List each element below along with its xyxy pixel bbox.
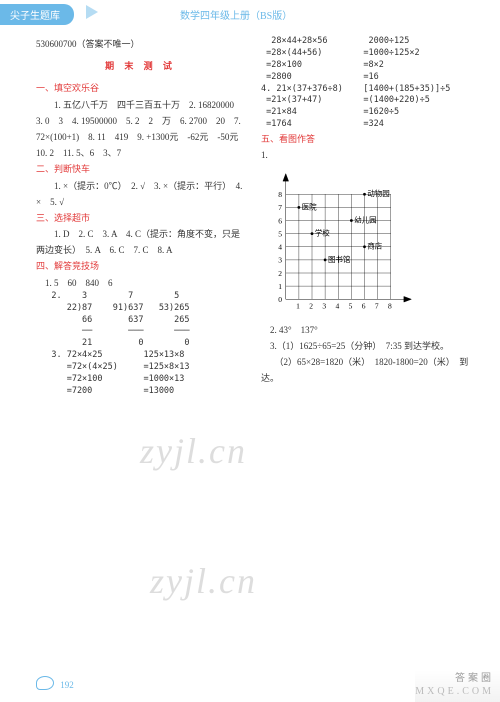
svg-text:4: 4 bbox=[278, 242, 282, 251]
corner-line2: MXQE.COM bbox=[415, 685, 494, 698]
watermark-2: zyjl.cn bbox=[150, 560, 257, 602]
svg-text:3: 3 bbox=[322, 301, 326, 310]
svg-text:5: 5 bbox=[278, 229, 282, 238]
coordinate-graph: 8 7 6 5 4 3 2 1 0 1 2 3 4 5 6 7 8 医院 bbox=[267, 168, 417, 318]
svg-text:1: 1 bbox=[296, 301, 300, 310]
svg-text:2: 2 bbox=[278, 268, 282, 277]
multiplication-work: 3. 72×4×25 125×13×8 =72×(4×25) =125×8×13… bbox=[36, 350, 245, 398]
section-2-body: 1. ×（提示：0℃） 2. √ 3. ×（提示：平行） 4. × 5. √ bbox=[36, 178, 245, 210]
exam-title: 期 末 测 试 bbox=[36, 58, 245, 74]
svg-text:8: 8 bbox=[388, 301, 392, 310]
corner-watermark: 答案圈 MXQE.COM bbox=[415, 670, 500, 702]
section-3-head: 三、选择超市 bbox=[36, 210, 245, 226]
header-arrow-icon bbox=[86, 5, 98, 19]
watermark-1: zyjl.cn bbox=[140, 430, 247, 472]
right-column: 28×44+28×56 2000÷125 =28×(44+56) =1000÷1… bbox=[261, 36, 470, 398]
svg-text:图书馆: 图书馆 bbox=[328, 253, 351, 263]
svg-text:7: 7 bbox=[278, 203, 282, 212]
svg-text:幼儿园: 幼儿园 bbox=[354, 214, 377, 224]
top-code: 530600700（答案不唯一） bbox=[36, 36, 245, 52]
footer-badge: 192 bbox=[36, 674, 74, 690]
page-content: 530600700（答案不唯一） 期 末 测 试 一、填空欢乐谷 1. 五亿八千… bbox=[0, 26, 500, 398]
svg-text:5: 5 bbox=[349, 301, 353, 310]
svg-text:4: 4 bbox=[335, 301, 339, 310]
q4-1: 1. 5 60 840 6 bbox=[36, 275, 245, 291]
q5-3a: 3.（1）1625÷65=25（分钟） 7:35 到达学校。 bbox=[261, 338, 470, 354]
svg-text:3: 3 bbox=[278, 255, 282, 264]
q5-2: 2. 43° 137° bbox=[261, 322, 470, 338]
header-bar: 尖子生题库 数学四年级上册（BS版） bbox=[0, 0, 500, 26]
header-pill: 尖子生题库 bbox=[0, 4, 74, 25]
corner-line1: 答案圈 bbox=[415, 672, 494, 685]
q5-3b: （2）65×28=1820（米） 1820-1800=20（米） 到达。 bbox=[261, 354, 470, 386]
section-3-body: 1. D 2. C 3. A 4. C（提示：角度不变，只是两边变长） 5. A… bbox=[36, 226, 245, 258]
section-1-head: 一、填空欢乐谷 bbox=[36, 80, 245, 96]
left-column: 530600700（答案不唯一） 期 末 测 试 一、填空欢乐谷 1. 五亿八千… bbox=[36, 36, 245, 398]
svg-text:商店: 商店 bbox=[367, 240, 382, 250]
q5-1-label: 1. bbox=[261, 150, 268, 160]
svg-text:8: 8 bbox=[278, 190, 282, 199]
svg-text:医院: 医院 bbox=[302, 201, 317, 211]
division-work: 2. 3 7 5 22)87 91)637 53)265 66 637 265 … bbox=[36, 291, 245, 350]
svg-text:2: 2 bbox=[309, 301, 313, 310]
svg-text:动物园: 动物园 bbox=[367, 188, 390, 198]
svg-text:0: 0 bbox=[278, 295, 282, 304]
svg-text:6: 6 bbox=[278, 216, 282, 225]
section-2-head: 二、判断快车 bbox=[36, 161, 245, 177]
page-number: 192 bbox=[60, 680, 74, 690]
section-5-head: 五、看图作答 bbox=[261, 131, 470, 147]
svg-text:7: 7 bbox=[375, 301, 379, 310]
calc-block: 28×44+28×56 2000÷125 =28×(44+56) =1000÷1… bbox=[261, 36, 470, 131]
svg-text:1: 1 bbox=[278, 281, 282, 290]
header-subtitle: 数学四年级上册（BS版） bbox=[180, 7, 292, 22]
svg-text:学校: 学校 bbox=[315, 227, 330, 237]
section-1-body: 1. 五亿八千万 四千三百五十万 2. 16820000 3. 0 3 4. 1… bbox=[36, 97, 245, 162]
whale-icon bbox=[36, 676, 54, 690]
section-4-head: 四、解答竞技场 bbox=[36, 258, 245, 274]
svg-text:6: 6 bbox=[362, 301, 366, 310]
